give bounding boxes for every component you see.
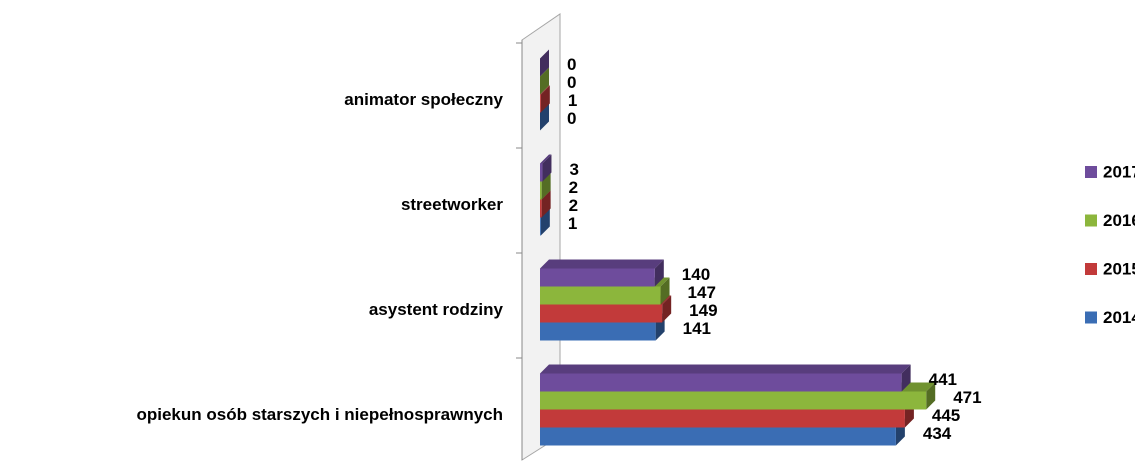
data-label: 2 <box>569 196 578 215</box>
legend-label: 2014 <box>1103 308 1135 327</box>
data-label: 1 <box>568 91 577 110</box>
bar <box>540 391 927 410</box>
legend-swatch <box>1085 263 1097 275</box>
bar <box>540 286 661 305</box>
legend-label: 2015 <box>1103 259 1135 278</box>
legend-swatch <box>1085 214 1097 227</box>
data-label: 0 <box>567 73 576 92</box>
legend-label: 2016 <box>1103 211 1135 230</box>
legend-swatch <box>1085 311 1097 324</box>
data-label: 3 <box>569 160 578 179</box>
bar <box>540 181 542 200</box>
legend-swatch <box>1085 166 1097 178</box>
data-label: 149 <box>689 301 717 320</box>
category-label: streetworker <box>401 195 503 214</box>
data-label: 441 <box>929 370 957 389</box>
data-label: 0 <box>567 109 576 128</box>
data-label: 0 <box>567 55 576 74</box>
bar <box>540 304 663 323</box>
data-label: 147 <box>688 283 716 302</box>
data-label: 434 <box>923 424 952 443</box>
category-label: asystent rodziny <box>369 300 504 319</box>
bar <box>540 373 902 392</box>
bar <box>540 268 655 287</box>
data-label: 445 <box>932 406 960 425</box>
category-label: animator społeczny <box>344 90 503 109</box>
bar <box>540 199 542 218</box>
bar-top <box>540 259 664 269</box>
bar-side <box>654 259 664 287</box>
bar-side <box>542 154 552 182</box>
bar-top <box>540 364 911 374</box>
data-label: 140 <box>682 265 710 284</box>
category-label: opiekun osób starszych i niepełnosprawny… <box>136 405 503 424</box>
bar <box>540 94 541 113</box>
legend-label: 2017 <box>1103 162 1135 181</box>
data-label: 471 <box>953 388 981 407</box>
data-label: 141 <box>683 319 711 338</box>
bar <box>540 322 656 341</box>
bar-top <box>540 154 552 164</box>
bar-side <box>660 277 670 305</box>
bar-side <box>901 364 911 392</box>
bar <box>540 427 896 446</box>
bar <box>540 163 543 182</box>
bar <box>540 217 541 236</box>
bar-side <box>926 382 936 410</box>
bar-top <box>540 85 550 95</box>
data-label: 1 <box>568 214 577 233</box>
data-label: 2 <box>569 178 578 197</box>
bar <box>540 409 905 428</box>
bar-side <box>662 295 672 323</box>
bar-side <box>540 85 550 113</box>
bar-side <box>540 49 549 77</box>
